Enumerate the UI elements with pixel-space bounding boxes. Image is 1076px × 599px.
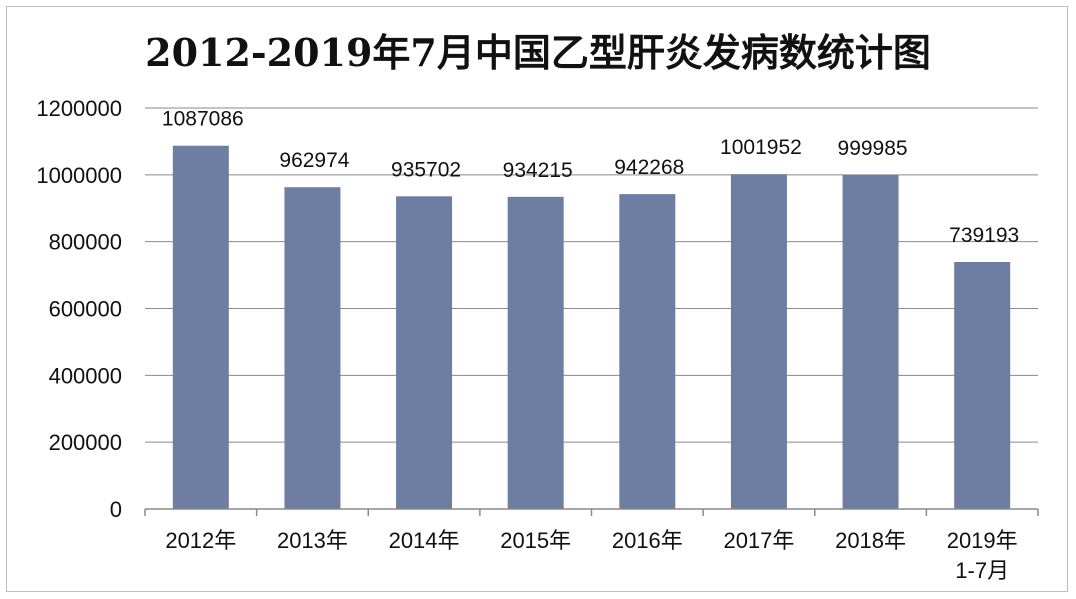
data-label: 942268 [614,156,684,179]
x-tick-label: 2012年 [165,528,236,553]
x-tick-label: 2015年 [500,528,571,553]
y-tick-label: 1200000 [36,96,122,121]
y-axis: 0 200000 400000 600000 800000 1000000 1200000 [36,96,122,522]
data-label: 935702 [391,158,461,181]
x-tick-label: 2017年 [723,528,794,553]
bar [396,196,453,509]
bar [172,145,229,509]
bar [730,174,787,510]
x-tick-label: 2019年 1-7月 [947,528,1018,583]
data-label: 1087086 [162,108,244,131]
data-label: 962974 [279,149,349,172]
data-label: 934215 [503,159,573,182]
data-label: 739193 [949,224,1019,247]
y-tick-label: 400000 [49,363,122,388]
x-tick-label: 2013年 [277,528,348,553]
bar [954,261,1011,509]
x-tick-label: 2014年 [389,528,460,553]
x-axis: 2012年 2013年 2014年 2015年 2016年 2017年 2018年 2019年… [144,508,1039,583]
data-label: 999985 [838,137,908,160]
data-label: 1001952 [720,136,802,159]
chart-title: 2012-2019年7月中国乙型肝炎发病数统计图 [145,30,931,75]
y-tick-label: 200000 [49,430,122,455]
y-tick-label: 1000000 [36,163,122,188]
bars [172,145,1011,510]
y-tick-label: 800000 [49,230,122,255]
bar [842,174,899,509]
data-labels: 1087086 962974 935702 934215 942268 1001952 99… [162,108,1019,247]
y-tick-label: 600000 [49,297,122,322]
bar [619,194,676,510]
x-tick-label: 2016年 [612,528,683,553]
x-tick-label: 2018年 [835,528,906,553]
y-tick-label: 0 [110,497,122,522]
bar [284,187,341,510]
bar [507,196,564,510]
